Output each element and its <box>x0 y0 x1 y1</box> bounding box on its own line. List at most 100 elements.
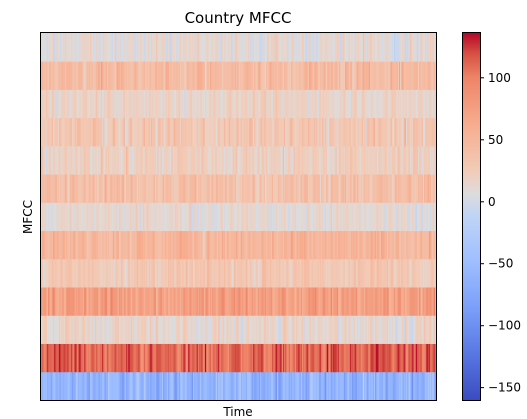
heatmap-cell <box>227 371 230 401</box>
heatmap-cell <box>202 371 205 401</box>
heatmap-cell <box>85 117 87 147</box>
heatmap-cell <box>173 61 176 90</box>
heatmap-cell <box>118 33 121 62</box>
heatmap-cell <box>347 343 350 373</box>
heatmap-cell <box>341 33 344 62</box>
heatmap-cell <box>307 343 310 373</box>
heatmap-cell <box>219 202 221 232</box>
heatmap-cell <box>349 61 352 90</box>
heatmap-cell <box>364 117 366 147</box>
heatmap-cell <box>218 315 220 344</box>
heatmap-cell <box>69 287 72 316</box>
heatmap-cell <box>403 202 406 232</box>
heatmap-cell <box>121 343 123 373</box>
heatmap-cell <box>346 371 348 401</box>
heatmap-cell <box>106 343 109 373</box>
heatmap-cell <box>394 61 396 90</box>
heatmap-cell <box>406 202 408 232</box>
heatmap-cell <box>176 174 178 203</box>
heatmap-cell <box>218 230 220 260</box>
heatmap-cell <box>358 174 360 203</box>
heatmap-cell <box>164 174 166 203</box>
heatmap-cell <box>430 33 432 62</box>
heatmap-cell <box>147 174 150 203</box>
heatmap-cell <box>370 202 372 232</box>
heatmap-cell <box>78 145 80 175</box>
heatmap-cell <box>136 174 139 203</box>
heatmap-cell <box>106 258 109 288</box>
heatmap-cell <box>112 371 115 401</box>
heatmap-cell <box>135 343 138 373</box>
heatmap-cell <box>297 33 299 62</box>
heatmap-cell <box>143 258 146 288</box>
heatmap-cell <box>136 117 139 147</box>
heatmap-cell <box>188 371 190 401</box>
heatmap-cell <box>69 174 72 203</box>
heatmap-cell <box>42 258 44 288</box>
heatmap-cell <box>396 343 399 373</box>
heatmap-cell <box>86 343 89 373</box>
heatmap-cell <box>239 145 242 175</box>
heatmap-cell <box>321 287 323 316</box>
heatmap-cell <box>371 315 373 344</box>
heatmap-cell <box>418 145 420 175</box>
heatmap-cell <box>276 117 279 147</box>
heatmap-cell <box>351 343 353 373</box>
heatmap-cell <box>221 202 224 232</box>
heatmap-cell <box>382 287 384 316</box>
heatmap-cell <box>321 174 323 203</box>
heatmap-cell <box>106 371 109 401</box>
heatmap-cell <box>181 258 183 288</box>
heatmap-cell <box>90 230 92 260</box>
heatmap-cell <box>281 315 284 344</box>
heatmap-cell <box>165 33 168 62</box>
heatmap-cell <box>68 287 71 316</box>
heatmap-cell <box>301 343 304 373</box>
heatmap-cell <box>82 202 85 232</box>
heatmap-cell <box>426 315 429 344</box>
heatmap-cell <box>234 230 237 260</box>
heatmap-cell <box>275 145 278 175</box>
heatmap-cell <box>41 371 43 401</box>
heatmap-cell <box>60 202 62 232</box>
heatmap-cell <box>52 61 55 90</box>
heatmap-cell <box>201 145 203 175</box>
heatmap-cell <box>351 89 353 119</box>
heatmap-cell <box>244 174 247 203</box>
heatmap-cell <box>231 145 233 175</box>
heatmap-cell <box>424 202 426 232</box>
heatmap-cell <box>158 230 160 260</box>
heatmap-cell <box>261 315 263 344</box>
heatmap-cell <box>149 315 152 344</box>
heatmap-cell <box>124 117 127 147</box>
heatmap-cell <box>155 287 158 316</box>
heatmap-cell <box>149 33 152 62</box>
heatmap-cell <box>345 287 347 316</box>
heatmap-cell <box>239 202 242 232</box>
heatmap-cell <box>303 174 305 203</box>
heatmap-cell <box>122 371 124 401</box>
heatmap-cell <box>333 89 335 119</box>
heatmap-cell <box>370 61 372 90</box>
heatmap-cell <box>392 371 395 401</box>
heatmap-cell <box>414 89 417 119</box>
heatmap-cell <box>196 230 199 260</box>
heatmap-cell <box>263 343 266 373</box>
heatmap-cell <box>209 202 212 232</box>
heatmap-cell <box>378 343 381 373</box>
heatmap-cell <box>239 61 242 90</box>
heatmap-cell <box>222 258 225 288</box>
heatmap-cell <box>129 315 132 344</box>
heatmap-cell <box>287 371 290 401</box>
heatmap-cell <box>63 287 66 316</box>
heatmap-cell <box>433 202 436 232</box>
heatmap-cell <box>368 117 371 147</box>
heatmap-cell <box>178 174 181 203</box>
heatmap-cell <box>267 371 269 401</box>
heatmap-cell <box>43 315 45 344</box>
heatmap-cell <box>50 230 53 260</box>
heatmap-cell <box>379 315 382 344</box>
heatmap-cell <box>129 287 132 316</box>
heatmap-cell <box>49 315 51 344</box>
heatmap-cell <box>57 33 60 62</box>
